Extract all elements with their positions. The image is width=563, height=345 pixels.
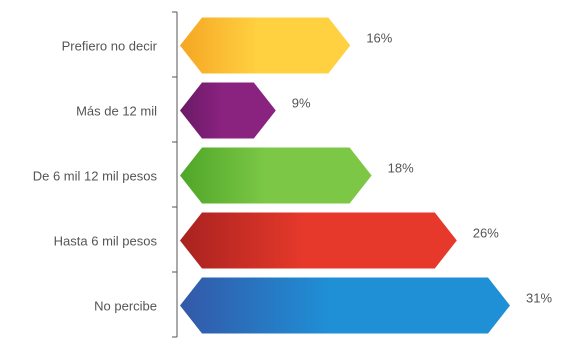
bar-3 [180, 212, 457, 269]
category-label: Más de 12 mil [76, 104, 157, 119]
category-label: De 6 mil 12 mil pesos [33, 169, 158, 184]
category-label: No percibe [94, 299, 157, 314]
category-label: Prefiero no decir [62, 39, 158, 54]
value-label: 18% [388, 161, 414, 176]
value-label: 9% [292, 96, 311, 111]
value-label: 26% [473, 226, 499, 241]
bar-1 [180, 82, 276, 139]
category-label: Hasta 6 mil pesos [54, 234, 158, 249]
bar-0 [180, 17, 351, 74]
bar-4 [180, 277, 510, 334]
bar-2 [180, 147, 372, 204]
value-label: 31% [526, 291, 552, 306]
value-label: 16% [366, 31, 392, 46]
